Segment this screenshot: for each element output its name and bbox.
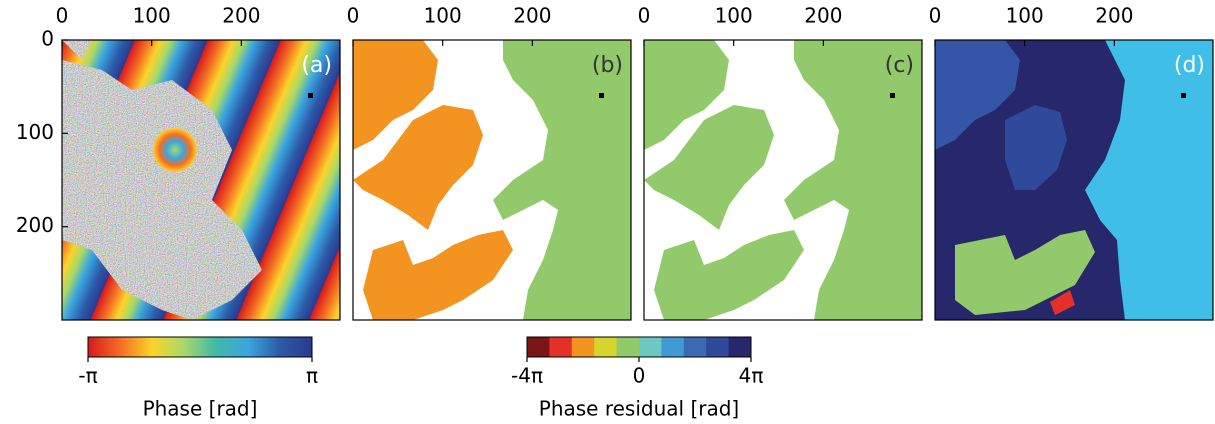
panel-label: (d)	[1174, 53, 1205, 78]
x-tick-label: 200	[513, 4, 551, 28]
colorbar-bin	[706, 337, 730, 357]
colorbar-bin	[594, 337, 618, 357]
colorbar	[88, 337, 312, 357]
colorbar-bin	[527, 337, 550, 357]
marker	[308, 93, 313, 98]
colorbar-tick-label: π	[306, 364, 318, 388]
x-tick-label: 0	[638, 4, 651, 28]
panel-label: (a)	[301, 53, 332, 78]
panel-frame	[61, 39, 341, 321]
panel-image	[62, 40, 340, 320]
panel-label: (b)	[592, 53, 623, 78]
x-tick-label: 100	[1006, 4, 1044, 28]
colorbar-label: Phase [rad]	[143, 397, 258, 421]
colorbar-bin	[661, 337, 685, 357]
marker	[1181, 93, 1186, 98]
colorbar-tick-label: -4π	[511, 364, 543, 388]
colorbar-label: Phase residual [rad]	[539, 397, 739, 421]
panel-label: (c)	[885, 53, 914, 78]
x-tick-label: 0	[56, 4, 69, 28]
colorbar-tick-label: -π	[78, 364, 97, 388]
x-tick-label: 100	[715, 4, 753, 28]
marker	[599, 93, 604, 98]
colorbar-tick-label: 0	[633, 364, 646, 388]
panel-frame	[352, 39, 632, 321]
marker	[890, 93, 895, 98]
colorbar-bin	[571, 337, 595, 357]
colorbar-bin	[616, 337, 640, 357]
colorbar-frame	[87, 336, 313, 358]
colorbar-bin	[549, 337, 573, 357]
panel-frame	[643, 39, 923, 321]
colorbar-tick-label: 4π	[739, 364, 764, 388]
y-tick-label: 0	[41, 27, 54, 51]
colorbar-bin	[728, 337, 752, 357]
x-tick-label: 200	[804, 4, 842, 28]
colorbar-bin	[683, 337, 707, 357]
x-tick-label: 0	[929, 4, 942, 28]
panel-image	[353, 40, 631, 320]
panel-frame	[934, 39, 1214, 321]
x-tick-label: 0	[347, 4, 360, 28]
panel-image	[644, 40, 922, 320]
x-tick-label: 200	[222, 4, 260, 28]
panel-image	[935, 40, 1213, 320]
x-tick-label: 100	[133, 4, 171, 28]
y-tick-label: 200	[16, 213, 54, 237]
y-tick-label: 100	[16, 120, 54, 144]
x-tick-label: 100	[424, 4, 462, 28]
x-tick-label: 200	[1095, 4, 1133, 28]
colorbar-bin	[639, 337, 662, 357]
